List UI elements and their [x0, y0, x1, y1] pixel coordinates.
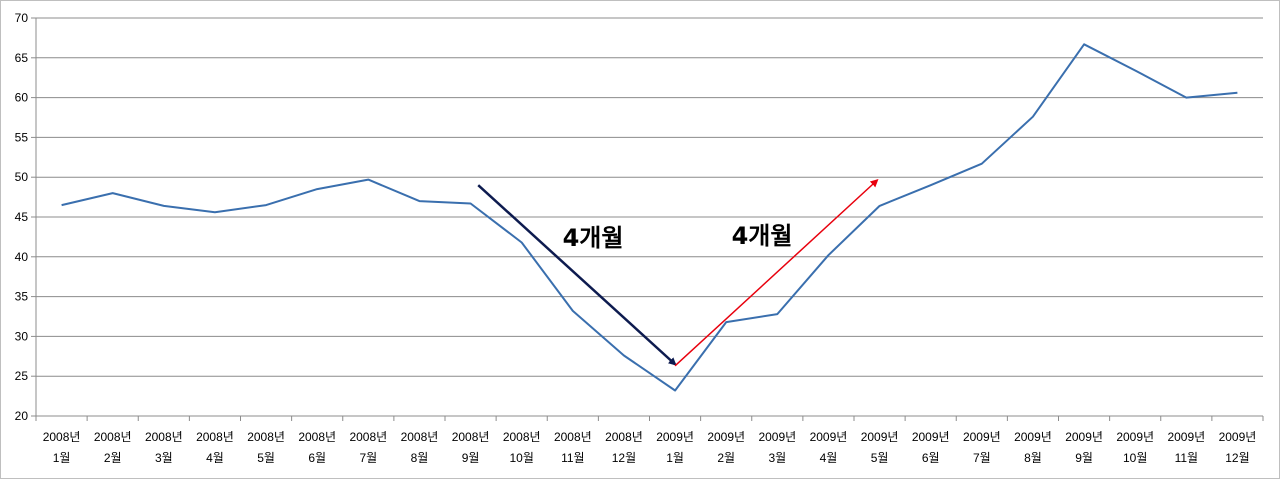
gridlines [36, 17, 1263, 377]
y-tick-label: 50 [15, 170, 29, 184]
x-tick-label-month: 3월 [155, 451, 173, 465]
y-tick-label: 70 [15, 11, 29, 25]
x-tick-label-year: 2009년 [1219, 430, 1257, 444]
x-tick-label-month: 8월 [411, 451, 429, 465]
x-tick-label-year: 2008년 [401, 430, 439, 444]
series-line [61, 43, 1238, 392]
x-tick-label-month: 5월 [257, 451, 275, 465]
x-tick-label-year: 2008년 [298, 430, 336, 444]
x-tick-label-month: 9월 [1075, 451, 1093, 465]
x-tick-label-month: 7월 [973, 451, 991, 465]
x-tick-label-year: 2009년 [656, 430, 694, 444]
y-tick-label: 30 [15, 329, 29, 343]
x-tick-label-year: 2008년 [554, 430, 592, 444]
annotation-arrow [477, 184, 677, 366]
annotation-label: 4개월 [563, 224, 624, 252]
y-tick-label: 25 [15, 369, 29, 383]
x-tick-label-month: 12월 [1225, 451, 1249, 465]
x-tick-label-month: 6월 [308, 451, 326, 465]
x-tick-label-month: 10월 [1123, 451, 1147, 465]
x-axis-tick-labels: 2008년 1월 2008년 2월 2008년 3월 2008년 4월 2008년 5월 2008년… [43, 430, 1257, 465]
x-tick-label-month: 5월 [871, 451, 889, 465]
annotations: 4개월 4개월 [477, 179, 879, 367]
x-tick-label-month: 10월 [509, 451, 533, 465]
y-axis-tick-labels: 20 25 30 35 40 45 50 55 60 65 70 [15, 11, 29, 423]
x-tick-label-year: 2008년 [196, 430, 234, 444]
x-tick-label-month: 2월 [717, 451, 735, 465]
y-tick-label: 20 [15, 409, 29, 423]
x-tick-label-month: 9월 [462, 451, 480, 465]
x-tick-label-year: 2008년 [145, 430, 183, 444]
x-tick-label-year: 2009년 [963, 430, 1001, 444]
y-tick-label: 65 [15, 51, 29, 65]
y-tick-label: 60 [15, 91, 29, 105]
x-tick-label-year: 2009년 [1065, 430, 1103, 444]
x-tick-label-year: 2009년 [1167, 430, 1205, 444]
axes [31, 17, 1264, 421]
x-tick-label-year: 2009년 [707, 430, 745, 444]
x-tick-label-month: 3월 [768, 451, 786, 465]
x-tick-label-year: 2009년 [810, 430, 848, 444]
y-tick-label: 55 [15, 130, 29, 144]
x-tick-label-month: 1월 [666, 451, 684, 465]
x-tick-label-year: 2008년 [452, 430, 490, 444]
annotation-arrow [674, 179, 879, 367]
x-tick-label-month: 4월 [820, 451, 838, 465]
x-tick-label-month: 11월 [561, 451, 585, 465]
x-tick-label-year: 2008년 [605, 430, 643, 444]
x-tick-label-month: 7월 [359, 451, 377, 465]
x-tick-label-year: 2009년 [912, 430, 950, 444]
annotation-label: 4개월 [732, 222, 793, 250]
x-tick-label-month: 11월 [1175, 451, 1199, 465]
x-tick-label-month: 6월 [922, 451, 940, 465]
x-tick-label-month: 2월 [104, 451, 122, 465]
x-tick-label-year: 2009년 [1014, 430, 1052, 444]
y-tick-label: 40 [15, 250, 29, 264]
x-tick-label-year: 2009년 [1116, 430, 1154, 444]
x-tick-label-month: 1월 [53, 451, 71, 465]
x-tick-label-year: 2009년 [861, 430, 899, 444]
x-tick-label-year: 2008년 [94, 430, 132, 444]
x-tick-label-month: 8월 [1024, 451, 1042, 465]
y-tick-label: 35 [15, 290, 29, 304]
x-tick-label-year: 2008년 [503, 430, 541, 444]
x-tick-label-year: 2008년 [247, 430, 285, 444]
x-tick-label-month: 4월 [206, 451, 224, 465]
y-tick-label: 45 [15, 210, 29, 224]
x-tick-label-year: 2008년 [43, 430, 81, 444]
x-tick-label-year: 2008년 [349, 430, 387, 444]
x-tick-label-month: 12월 [612, 451, 636, 465]
x-tick-label-year: 2009년 [758, 430, 796, 444]
series-lines [61, 43, 1238, 392]
